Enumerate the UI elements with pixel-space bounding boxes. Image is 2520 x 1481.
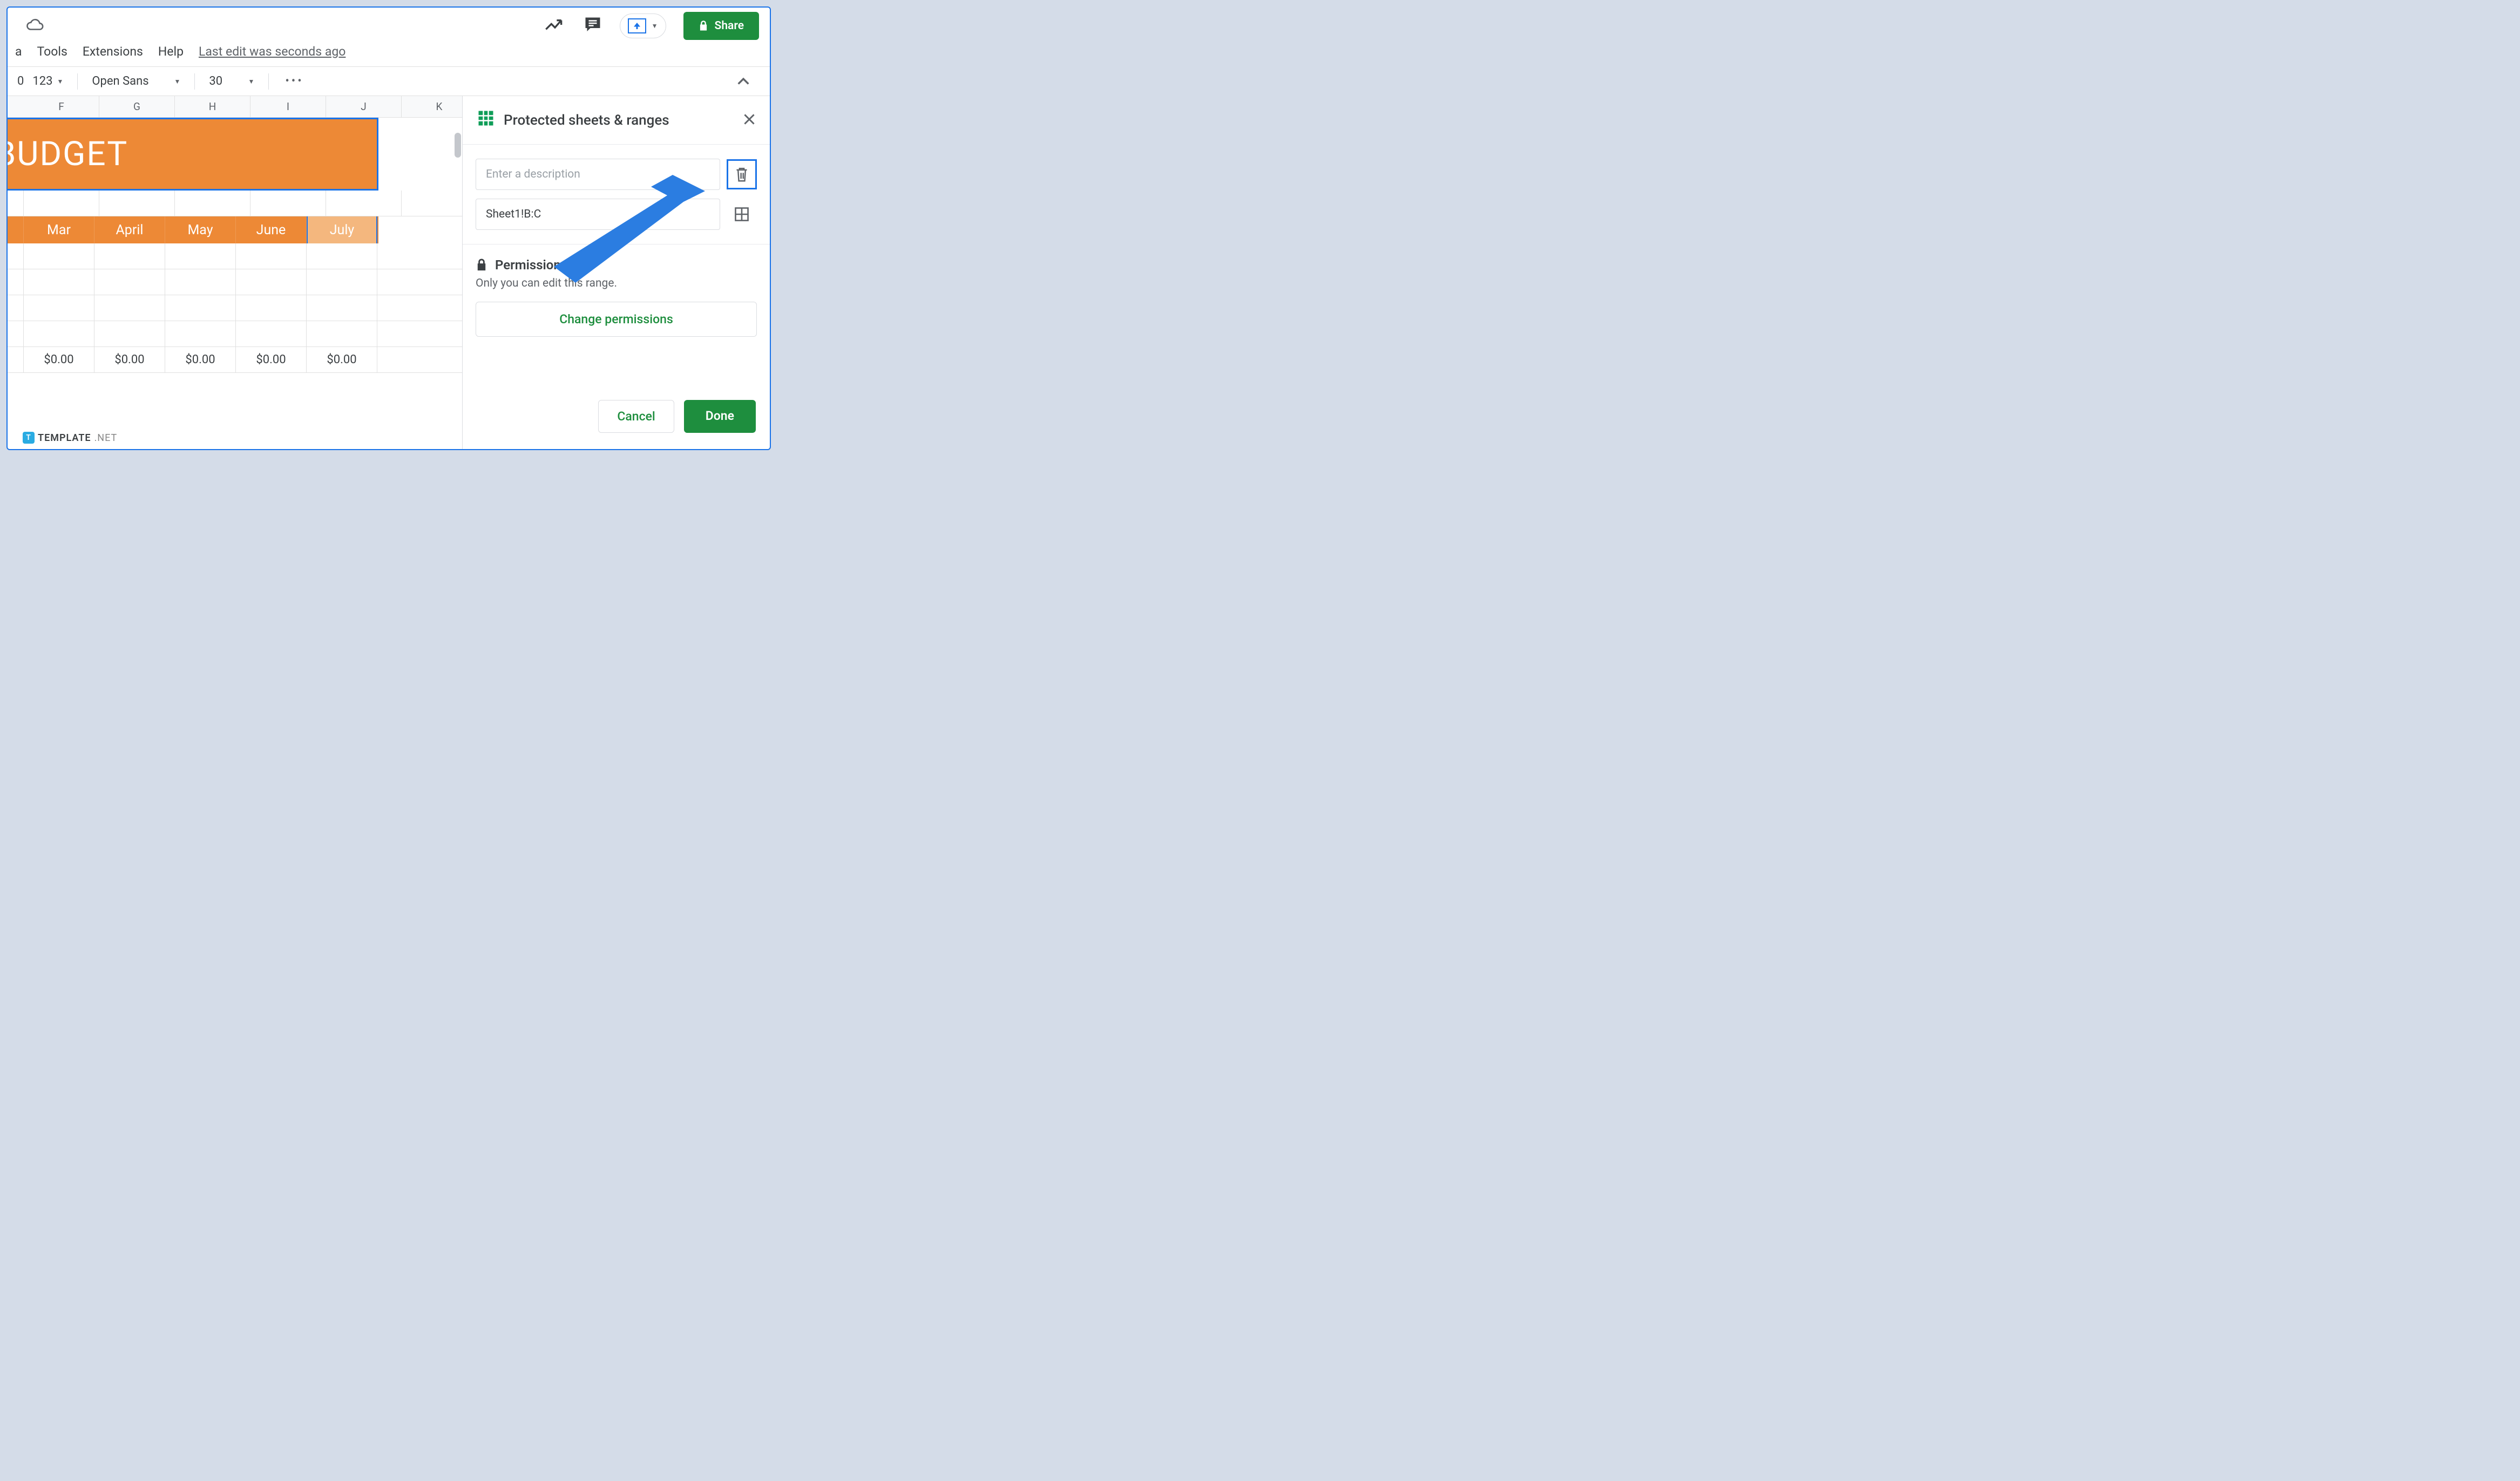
font-family-label: Open Sans (92, 74, 148, 88)
value-cell[interactable]: $0.00 (165, 347, 236, 372)
column-header-row: F G H I J K (8, 96, 462, 118)
description-input[interactable]: Enter a description (476, 159, 720, 190)
column-header[interactable]: I (250, 96, 326, 117)
cloud-save-icon (26, 18, 44, 34)
trash-icon (735, 166, 749, 182)
menu-help[interactable]: Help (158, 44, 184, 59)
close-icon[interactable] (744, 113, 755, 128)
value-cell[interactable]: $0.00 (307, 347, 377, 372)
share-button[interactable]: Share (683, 12, 759, 40)
comment-history-icon[interactable] (583, 16, 602, 36)
value-cell[interactable]: $0.00 (94, 347, 165, 372)
chevron-down-icon: ▼ (248, 78, 254, 85)
font-family-dropdown[interactable]: Open Sans ▼ (87, 72, 185, 90)
title-banner-cell[interactable]: Y BUDGET (8, 118, 378, 191)
permissions-subtext: Only you can edit this range. (476, 277, 757, 290)
toolbar-number-partial: 0 (17, 74, 24, 88)
done-button[interactable]: Done (684, 400, 756, 433)
value-cell[interactable]: $0.00 (236, 347, 307, 372)
watermark-brand: TEMPLATE (38, 432, 91, 444)
lock-icon (476, 258, 487, 272)
chevron-down-icon: ▼ (652, 22, 658, 30)
change-permissions-button[interactable]: Change permissions (476, 302, 757, 337)
month-cell[interactable]: Mar (24, 216, 94, 243)
font-size-label: 30 (209, 74, 222, 88)
toolbar-separator (268, 73, 269, 90)
table-row[interactable] (8, 191, 462, 216)
chevron-down-icon: ▼ (174, 78, 180, 85)
watermark: T TEMPLATE.NET (23, 432, 117, 444)
lock-icon (699, 20, 708, 32)
permissions-heading: Permissions (495, 257, 567, 273)
trend-icon[interactable] (544, 17, 566, 35)
vertical-scrollbar[interactable] (455, 133, 461, 158)
menu-item-partial[interactable]: a (15, 44, 22, 59)
menu-extensions[interactable]: Extensions (83, 44, 143, 59)
menu-tools[interactable]: Tools (37, 44, 67, 59)
toolbar-separator (77, 73, 78, 90)
range-input[interactable]: Sheet1!B:C (476, 199, 720, 230)
table-row[interactable]: $0.00 $0.00 $0.00 $0.00 $0.00 (8, 347, 462, 373)
column-header[interactable]: G (99, 96, 175, 117)
font-size-dropdown[interactable]: 30 ▼ (205, 72, 259, 90)
share-button-label: Share (715, 19, 744, 32)
present-icon (628, 18, 646, 33)
toolbar-separator (194, 73, 195, 90)
column-header[interactable]: H (175, 96, 250, 117)
panel-title: Protected sheets & ranges (504, 112, 669, 128)
delete-protection-button[interactable] (727, 159, 757, 189)
table-row[interactable] (8, 321, 462, 347)
chevron-down-icon: ▼ (57, 78, 63, 85)
sheets-icon (478, 110, 494, 130)
select-range-button[interactable] (727, 199, 757, 229)
month-cell[interactable]: April (94, 216, 165, 243)
toolbar-more-icon[interactable]: ••• (285, 74, 303, 88)
table-row[interactable] (8, 269, 462, 295)
table-row[interactable] (8, 243, 462, 269)
month-cell[interactable]: June (236, 216, 307, 243)
watermark-icon: T (23, 432, 35, 444)
present-dropdown-button[interactable]: ▼ (620, 13, 666, 38)
value-cell[interactable]: $0.00 (24, 347, 94, 372)
collapse-toolbar-icon[interactable] (737, 74, 760, 88)
column-header[interactable]: J (326, 96, 402, 117)
month-header-row[interactable]: Mar April May June July (8, 216, 378, 243)
last-edit-link[interactable]: Last edit was seconds ago (199, 44, 346, 59)
table-row[interactable] (8, 295, 462, 321)
month-cell-selected[interactable]: July (307, 216, 377, 243)
cancel-button[interactable]: Cancel (598, 400, 674, 433)
protected-ranges-panel: Protected sheets & ranges Enter a descri… (462, 96, 770, 449)
watermark-suffix: .NET (94, 432, 118, 444)
number-format-label: 123 (32, 74, 52, 88)
grid-icon (735, 207, 749, 221)
column-header[interactable]: F (24, 96, 99, 117)
month-cell[interactable]: May (165, 216, 236, 243)
column-header[interactable]: K (402, 96, 462, 117)
number-format-dropdown[interactable]: 123 ▼ (28, 72, 67, 90)
